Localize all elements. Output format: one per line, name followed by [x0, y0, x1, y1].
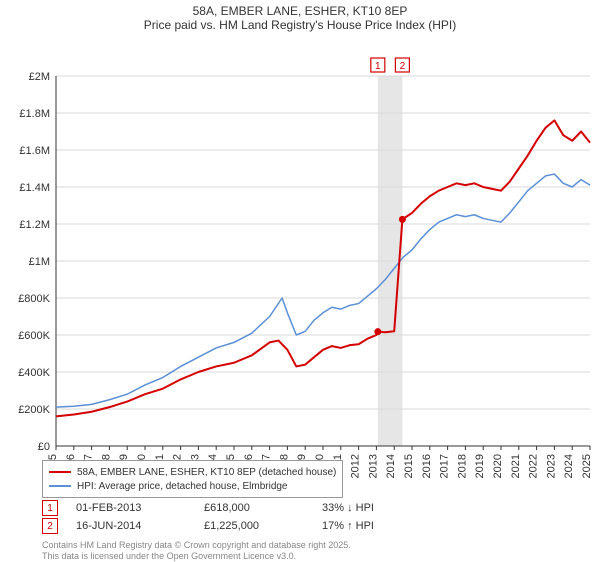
x-tick-label: 2019	[474, 454, 486, 478]
legend-box: 58A, EMBER LANE, ESHER, KT10 8EP (detach…	[42, 460, 343, 498]
sale-row-marker: 2	[42, 518, 58, 534]
chart-svg: £0 £200K £400K £600K £800K £1M £1.2M £1.4M £1.6M…	[0, 32, 600, 482]
x-tick-label: 2021	[510, 454, 522, 478]
chart-title-line1: 58A, EMBER LANE, ESHER, KT10 8EP	[0, 0, 600, 18]
y-tick-label: £1M	[29, 256, 50, 268]
y-tick-label: £800K	[18, 293, 50, 305]
y-tick-label: £1.8M	[19, 108, 50, 120]
sale-row-marker: 1	[42, 500, 58, 516]
x-tick-label: 2022	[528, 454, 540, 478]
legend-label: 58A, EMBER LANE, ESHER, KT10 8EP (detach…	[77, 467, 336, 478]
legend-item: HPI: Average price, detached house, Elmb…	[49, 479, 336, 493]
sale-marker-label: 2	[400, 61, 406, 72]
y-tick-label: £200K	[18, 404, 50, 416]
y-tick-label: £400K	[18, 367, 50, 379]
sale-row-date: 16-JUN-2014	[76, 520, 186, 532]
x-tick-label: 2024	[563, 454, 575, 478]
x-tick-label: 2016	[421, 454, 433, 478]
x-tick-label: 2023	[545, 454, 557, 478]
sale-row-date: 01-FEB-2013	[76, 502, 186, 514]
y-tick-label: £600K	[18, 330, 50, 342]
x-tick-label: 2014	[385, 454, 397, 478]
x-tick-label: 2013	[367, 454, 379, 478]
x-tick-label: 2015	[403, 454, 415, 478]
sale-row: 2 16-JUN-2014 £1,225,000 17% ↑ HPI	[42, 518, 374, 534]
sale-row-delta: 17% ↑ HPI	[322, 520, 374, 532]
legend-label: HPI: Average price, detached house, Elmb…	[77, 481, 288, 492]
footer-line1: Contains HM Land Registry data © Crown c…	[42, 540, 351, 551]
footer-text: Contains HM Land Registry data © Crown c…	[42, 540, 351, 562]
x-tick-label: 2020	[492, 454, 504, 478]
y-tick-label: £1.4M	[19, 182, 50, 194]
y-tick-label: £0	[38, 441, 50, 453]
sale-row-price: £618,000	[204, 502, 304, 514]
sale-row: 1 01-FEB-2013 £618,000 33% ↓ HPI	[42, 500, 374, 516]
legend-swatch	[49, 471, 71, 473]
y-tick-label: £2M	[29, 71, 50, 83]
chart-title-line2: Price paid vs. HM Land Registry's House …	[0, 18, 600, 32]
sale-marker-label: 1	[375, 61, 381, 72]
x-tick-label: 2012	[350, 454, 362, 478]
y-tick-label: £1.6M	[19, 145, 50, 157]
x-tick-label: 2017	[439, 454, 451, 478]
sale-marker-dot	[374, 328, 381, 335]
sale-row-delta: 33% ↓ HPI	[322, 502, 374, 514]
sale-row-price: £1,225,000	[204, 520, 304, 532]
legend-swatch	[49, 485, 71, 487]
y-tick-label: £1.2M	[19, 219, 50, 231]
legend-item: 58A, EMBER LANE, ESHER, KT10 8EP (detach…	[49, 465, 336, 479]
x-tick-label: 2018	[456, 454, 468, 478]
x-tick-label: 2025	[581, 454, 593, 478]
sale-marker-dot	[399, 216, 406, 223]
chart-container: 58A, EMBER LANE, ESHER, KT10 8EP Price p…	[0, 0, 600, 560]
